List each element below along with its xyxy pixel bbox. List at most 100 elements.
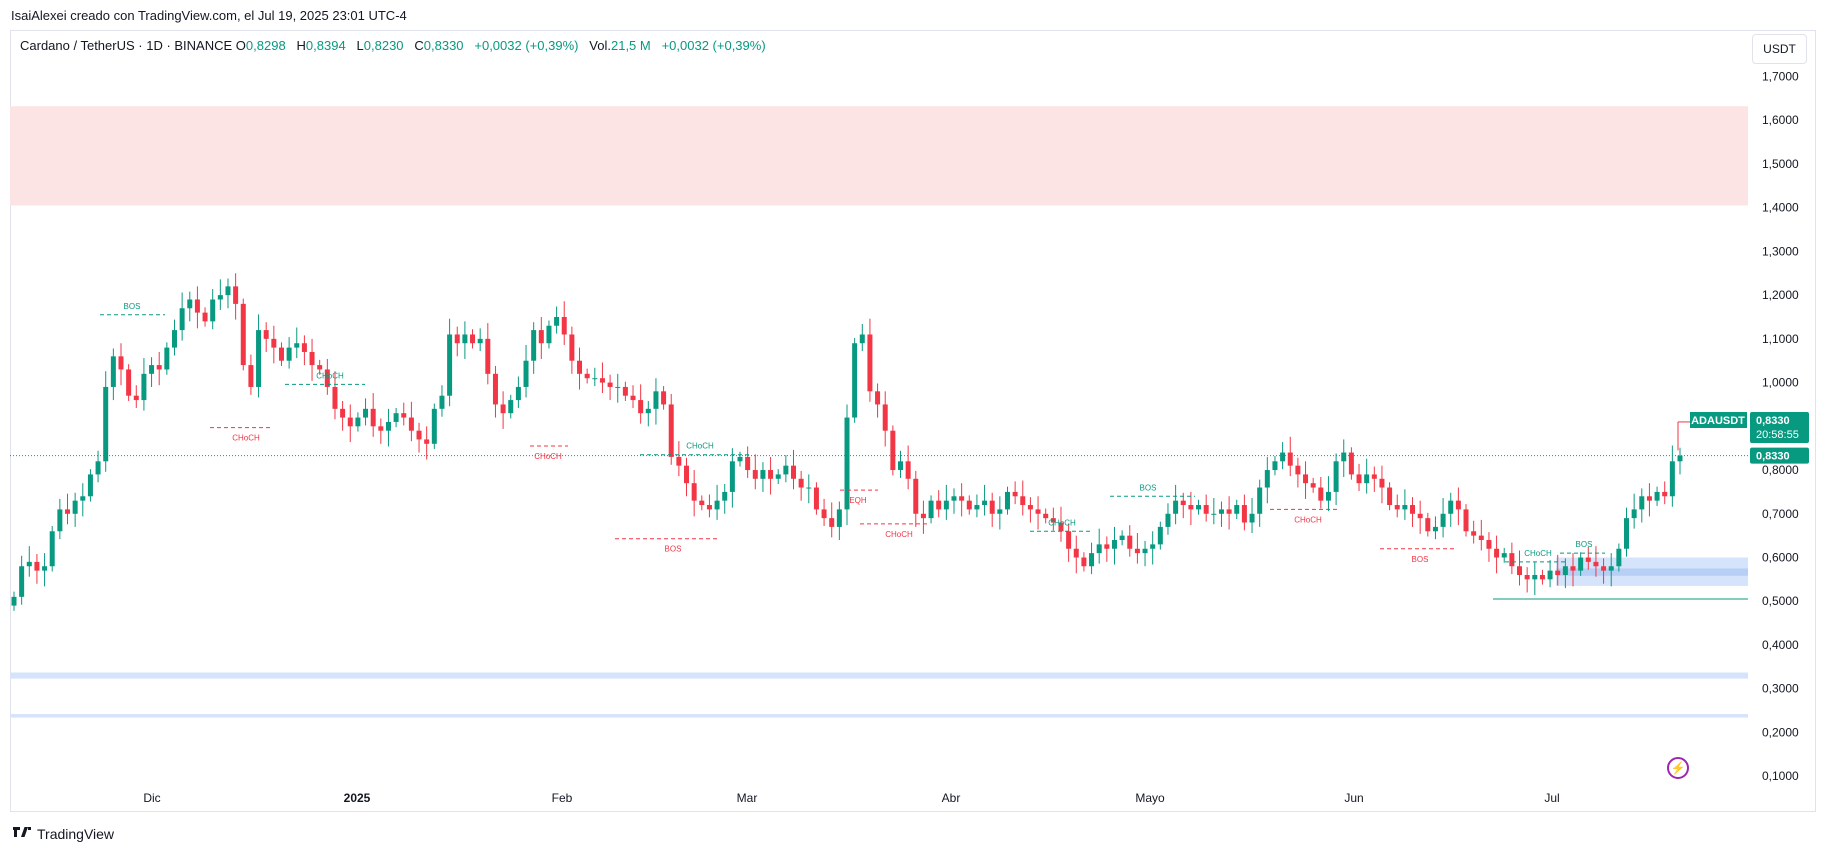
candle-body (1325, 491, 1331, 501)
candle-body (248, 365, 254, 387)
candle-body (19, 566, 25, 597)
y-tick-label: 1,0000 (1762, 376, 1799, 390)
candle-body (515, 386, 521, 401)
structure-label: CHoCH (1048, 518, 1076, 527)
candle-body (561, 316, 567, 335)
candle-body (554, 316, 560, 326)
candle-body (401, 413, 407, 418)
candle-body (1241, 505, 1247, 523)
symbol-tag: ADAUSDT (1691, 415, 1745, 427)
symbol-title[interactable]: Cardano / TetherUS · 1D · BINANCE (20, 38, 233, 53)
candle-body (959, 496, 965, 501)
candle-body (615, 386, 621, 388)
candle-body (1050, 518, 1056, 523)
y-tick-label: 0,2000 (1762, 725, 1799, 739)
volume-label: Vol. (589, 38, 611, 53)
structure-label: BOS (665, 545, 682, 554)
x-tick-label: Jun (1344, 791, 1363, 805)
candle-body (1119, 535, 1125, 541)
candle-body (424, 439, 430, 444)
candle-body (1012, 491, 1018, 497)
candle-body (332, 386, 338, 409)
candle-body (1501, 553, 1507, 558)
candle-body (1669, 461, 1675, 497)
candle-body (1203, 505, 1209, 514)
candle-body (1058, 522, 1064, 532)
candle-body (1027, 505, 1033, 510)
candle-body (1218, 509, 1224, 514)
candle-body (508, 400, 514, 414)
tradingview-logo-icon (13, 827, 31, 837)
candle-body (1089, 553, 1095, 567)
price-line-tag-bg (1750, 447, 1809, 464)
candle-body (271, 338, 277, 348)
candle-body (393, 413, 399, 422)
candle-body (523, 360, 529, 387)
candle-body (179, 308, 185, 331)
candle-body (57, 509, 63, 532)
candle-body (821, 509, 827, 519)
demand-zone (10, 672, 1748, 679)
candle-body (1547, 570, 1553, 580)
candle-body (760, 470, 766, 479)
candle-body (538, 330, 544, 344)
candle-body (745, 456, 751, 471)
candle-body (798, 478, 804, 488)
candle-body (1180, 500, 1186, 506)
candle-body (194, 299, 200, 313)
y-tick-label: 0,5000 (1762, 594, 1799, 608)
candle-body (126, 369, 132, 396)
candle-body (1226, 509, 1232, 514)
lightning-icon[interactable]: ⚡ (1667, 757, 1689, 779)
candle-body (897, 461, 903, 471)
candle-body (1035, 509, 1041, 514)
candle-body (1127, 535, 1133, 549)
candle-body (1432, 526, 1438, 532)
structure-label: CHoCH (232, 434, 260, 443)
tradingview-footer[interactable]: TradingView (11, 826, 114, 842)
candle-body (1280, 452, 1286, 462)
candle-body (966, 500, 972, 510)
candle-body (829, 518, 835, 527)
candle-body (1066, 531, 1072, 549)
candle-body (408, 417, 414, 431)
volume-change: +0,0032 (+0,39%) (661, 38, 766, 53)
candle-body (1624, 518, 1630, 549)
candle-body (485, 338, 491, 374)
candle-body (982, 500, 988, 506)
candle-body (309, 351, 315, 366)
candle-body (546, 325, 552, 344)
candle-body (630, 395, 636, 401)
candle-body (928, 500, 934, 519)
low-value: 0,8230 (363, 38, 404, 53)
candle-body (714, 500, 720, 510)
currency-unit-button[interactable]: USDT (1752, 34, 1807, 64)
candle-body (668, 404, 674, 457)
candle-body (607, 382, 613, 387)
candle-body (1471, 531, 1477, 536)
candle-body (1562, 566, 1568, 575)
candle-body (1165, 513, 1171, 527)
candle-body (1509, 553, 1515, 567)
candle-body (187, 299, 193, 309)
structure-label: BOS (1412, 555, 1429, 564)
candle-body (49, 531, 55, 567)
close-value: 0,8330 (423, 38, 464, 53)
candle-body (240, 303, 246, 366)
x-tick-label: 2025 (344, 791, 371, 805)
candle-body (645, 408, 651, 414)
candle-body (1234, 505, 1240, 514)
candle-body (133, 395, 139, 401)
candle-body (340, 408, 346, 418)
y-tick-label: 1,4000 (1762, 201, 1799, 215)
candle-body (684, 465, 690, 484)
candle-body (1211, 513, 1217, 515)
candle-body (1249, 513, 1255, 523)
symbol-legend: Cardano / TetherUS · 1D · BINANCE O0,829… (20, 38, 766, 53)
candle-body (997, 509, 1003, 514)
candle-body (783, 465, 789, 475)
candle-body (813, 487, 819, 510)
y-tick-label: 0,6000 (1762, 551, 1799, 565)
candle-body (1303, 474, 1309, 484)
